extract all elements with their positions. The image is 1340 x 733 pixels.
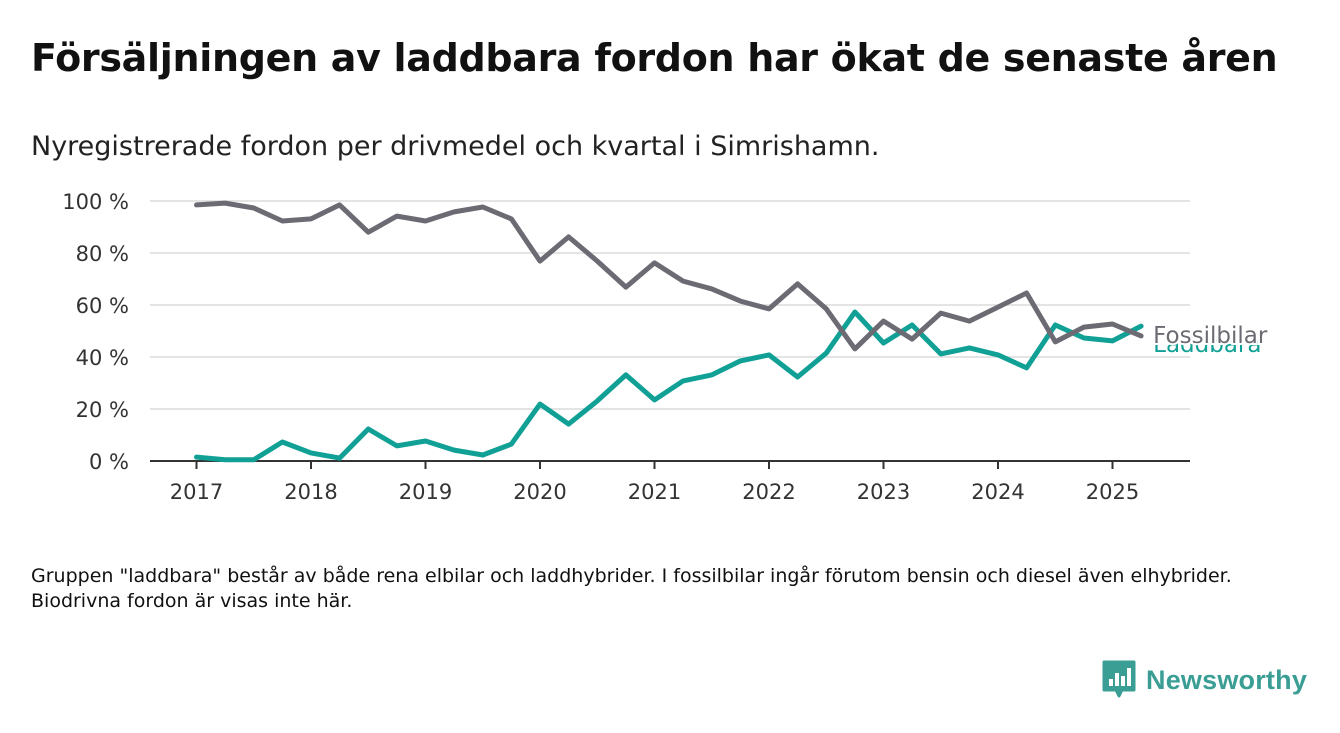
y-tick-label: 100 % [62,190,129,214]
y-tick-label: 20 % [76,398,129,422]
x-tick-label: 2018 [284,480,337,504]
y-tick-label: 0 % [89,450,129,474]
label-layer: 0 % 20 % 40 % 60 % 80 % 100 % 2017 2018 2019 2020… [62,190,1270,504]
series-line-fossilbilar [194,200,1144,352]
footnote: Gruppen "laddbara" består av både rena e… [31,565,1232,612]
axis-layer [150,460,1190,469]
y-tick-label: 80 % [76,242,129,266]
series-label-laddbara: Laddbara [1153,332,1261,358]
x-tick-label: 2024 [971,480,1024,504]
x-tick-label: 2022 [742,480,795,504]
x-tick-label: 2025 [1086,480,1139,504]
x-tick-label: 2021 [628,480,681,504]
line-chart: 0 % 20 % 40 % 60 % 80 % 100 % 2017 2018 2019 2020… [62,190,1270,504]
chart-title: Försäljningen av laddbara fordon har öka… [31,36,1278,80]
series-layer [194,200,1144,463]
brand-logo: Newsworthy [1102,660,1307,700]
x-tick-label: 2017 [170,480,223,504]
brand-name: Newsworthy [1146,664,1308,695]
bar-chart-icon [1102,660,1136,698]
x-tick-label: 2020 [513,480,566,504]
grid-layer [150,200,1190,410]
series-label-fossilbilar: Fossilbilar [1153,323,1268,349]
chart-subtitle: Nyregistrerade fordon per drivmedel och … [31,131,880,162]
y-tick-label: 60 % [76,294,129,318]
x-tick-label: 2023 [857,480,910,504]
series-line-laddbara [194,309,1144,463]
x-tick-label: 2019 [399,480,452,504]
y-tick-label: 40 % [76,346,129,370]
